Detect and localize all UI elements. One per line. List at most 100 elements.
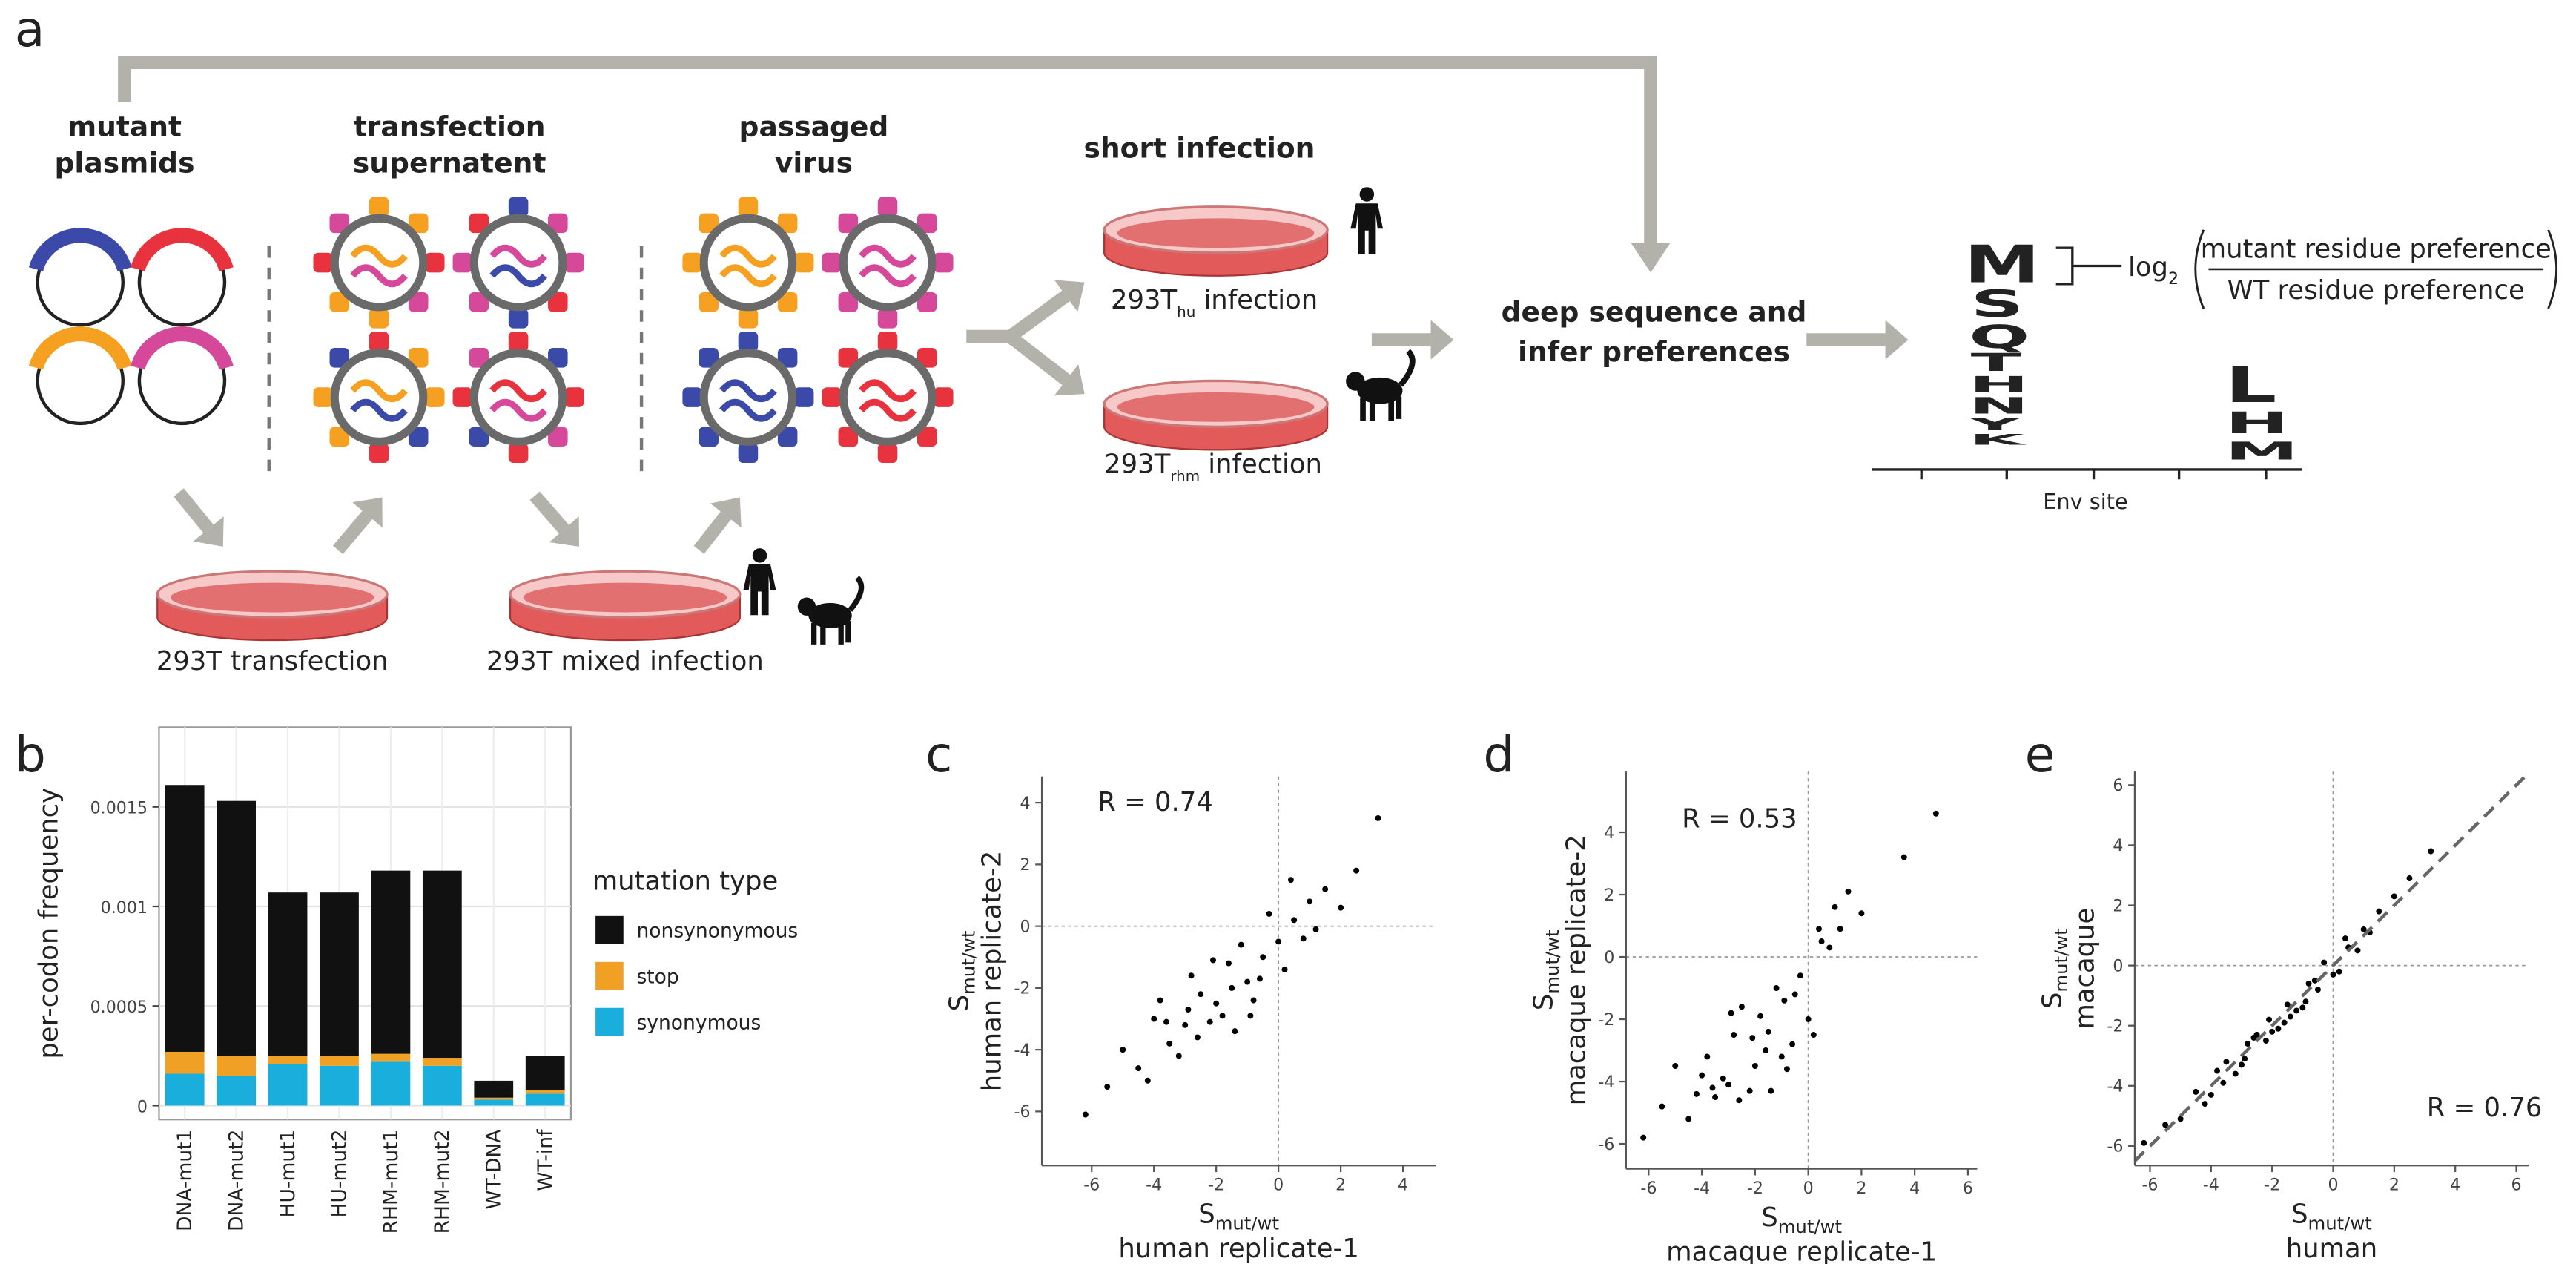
point <box>2214 1067 2221 1074</box>
genome <box>489 244 547 268</box>
bar-segment <box>320 892 359 1056</box>
point <box>1209 957 1216 964</box>
spike <box>838 292 859 312</box>
arrow <box>529 491 569 534</box>
point <box>2299 1004 2306 1011</box>
virion <box>699 349 797 446</box>
heading: transfection <box>354 111 546 143</box>
point <box>1789 1041 1796 1047</box>
x-axis-label: human <box>2286 1234 2377 1264</box>
x-tick-label: DNA-mut1 <box>174 1130 196 1231</box>
monkey-silhouette <box>1357 377 1403 404</box>
spike <box>408 292 429 312</box>
symbol: S <box>2037 993 2067 1009</box>
y-tick-label: -2 <box>2107 1016 2123 1036</box>
point <box>1858 910 1865 917</box>
bar-segment <box>525 1089 565 1094</box>
point <box>1353 867 1360 874</box>
point <box>1699 1072 1705 1079</box>
point <box>1247 1013 1254 1019</box>
panel-label: d <box>1483 725 1514 783</box>
spike <box>917 213 937 234</box>
heading: mutant <box>67 111 182 143</box>
legend-swatch <box>595 961 624 990</box>
x-tick-label: 6 <box>2511 1175 2522 1194</box>
point <box>1260 954 1266 961</box>
text: 293T <box>1104 449 1171 479</box>
y-tick-label: 2 <box>2113 896 2123 915</box>
virion <box>330 349 428 446</box>
logo-letter: N <box>1969 393 2029 419</box>
bar-segment <box>474 1080 514 1098</box>
point <box>1307 898 1313 905</box>
spike <box>508 309 529 329</box>
spike <box>369 309 389 329</box>
x-tick-label: WT-DNA <box>483 1130 506 1210</box>
y-axis-label: per-codon frequency <box>33 788 64 1059</box>
point <box>1300 935 1307 942</box>
y-tick-label: 0 <box>1604 948 1614 967</box>
point <box>1837 926 1843 932</box>
point <box>1104 1084 1111 1090</box>
spike <box>469 348 489 368</box>
x-tick-label: RHM-mut2 <box>431 1130 454 1234</box>
point <box>1232 1028 1238 1035</box>
spike <box>822 252 842 273</box>
logo-letter: Q <box>1969 318 2030 355</box>
point <box>1738 1004 1745 1010</box>
bar-segment <box>422 1065 462 1106</box>
point <box>2342 935 2348 942</box>
x-tick-label: 6 <box>1963 1179 1973 1198</box>
bar-segment <box>268 892 308 1056</box>
arrow <box>693 511 731 554</box>
logo-letter: T <box>1971 348 2021 377</box>
point <box>1185 1007 1192 1013</box>
x-axis-label: Smut/wt <box>1761 1202 1842 1237</box>
panel-label: a <box>15 0 45 58</box>
genome <box>350 244 408 268</box>
spike <box>329 213 350 234</box>
point <box>2281 1019 2288 1026</box>
point <box>1810 1032 1817 1038</box>
point <box>2330 971 2336 978</box>
spike <box>793 252 814 273</box>
bar-segment <box>371 1061 411 1106</box>
genome <box>719 244 777 268</box>
spike <box>329 292 350 312</box>
point <box>1375 814 1381 821</box>
spike <box>793 387 814 407</box>
point <box>1120 1047 1126 1053</box>
x-tick-label: -4 <box>1694 1179 1710 1198</box>
point <box>2391 893 2397 900</box>
point <box>1157 997 1163 1004</box>
spike <box>933 387 954 407</box>
logo-letter: K <box>1969 431 2027 448</box>
point <box>1818 938 1825 945</box>
point <box>1238 941 1244 948</box>
spike <box>548 427 568 447</box>
y-tick-label: 0 <box>1020 917 1030 936</box>
spike <box>508 332 529 352</box>
diagram-shapes <box>28 187 1909 645</box>
point <box>2262 1037 2269 1044</box>
parenthesis <box>2194 229 2557 309</box>
genome <box>719 264 777 288</box>
x-tick-label: -4 <box>1146 1175 1162 1194</box>
point <box>1845 888 1852 895</box>
logo-letter: H <box>1969 372 2029 398</box>
charts: 0 0.0005 0.001 0.0015 DNA-mut1 DNA-mut2 HU-mut… <box>33 726 2542 1264</box>
virion <box>839 214 937 312</box>
bar-segment <box>525 1056 565 1090</box>
dish-label: 293T mixed infection <box>486 646 764 677</box>
y-tick-label: 2 <box>1020 855 1030 875</box>
spike <box>777 427 798 447</box>
subscript: mut/wt <box>2050 928 2072 992</box>
point <box>1763 1047 1769 1054</box>
text: 293T <box>1111 285 1178 315</box>
spike <box>682 252 702 273</box>
legend-label: nonsynonymous <box>636 920 798 943</box>
spike <box>699 292 719 312</box>
point <box>2266 1016 2273 1023</box>
spike <box>424 252 445 273</box>
arrow <box>332 510 373 555</box>
